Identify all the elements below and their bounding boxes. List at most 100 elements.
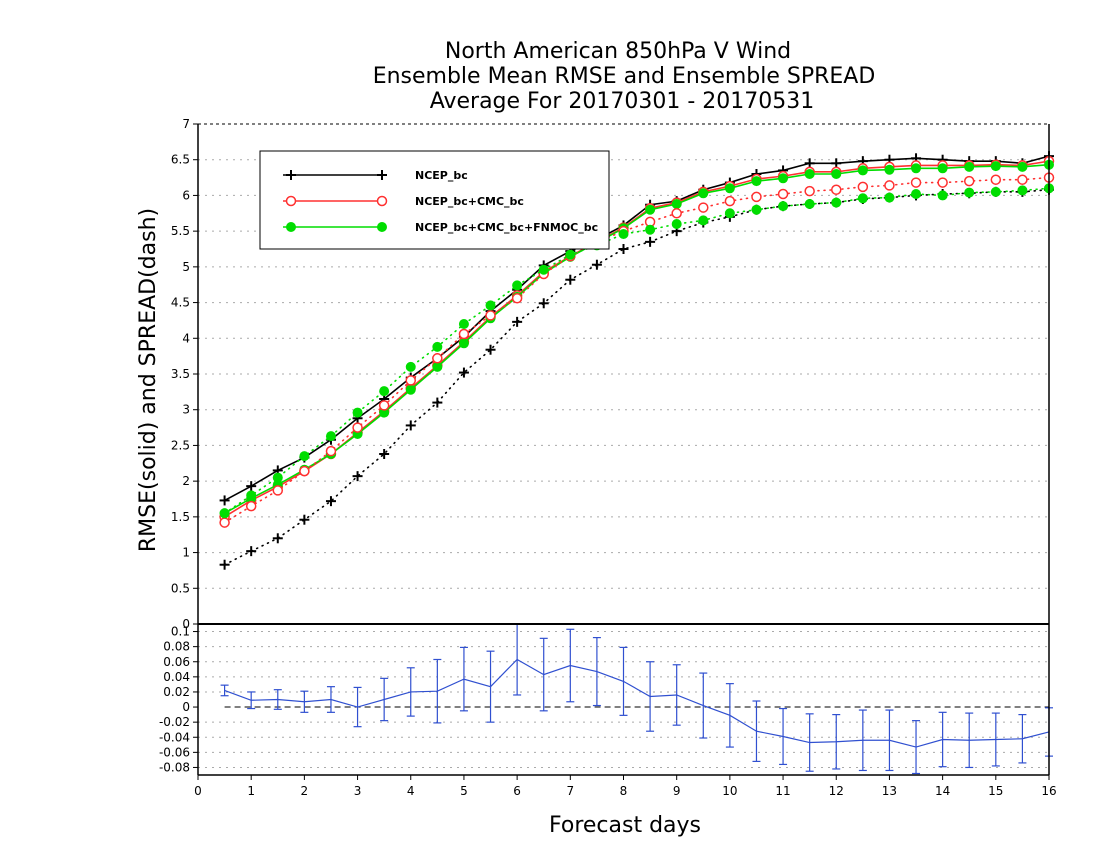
marker-plus — [246, 546, 257, 557]
x-tick-label: 9 — [673, 784, 681, 798]
marker-open-circle — [378, 400, 390, 411]
marker-filled-circle — [990, 186, 1001, 197]
marker-open-circle — [272, 485, 284, 496]
marker-filled-circle — [219, 508, 230, 519]
marker-filled-circle — [485, 300, 496, 311]
chart-title-group: North American 850hPa V Wind Ensemble Me… — [373, 39, 876, 114]
marker-filled-circle — [645, 224, 656, 235]
marker-plus — [565, 274, 576, 285]
x-tick-label: 16 — [1041, 784, 1056, 798]
diff-y-tick-label: 0.06 — [163, 655, 190, 669]
marker-open-circle — [990, 174, 1002, 185]
marker-filled-circle — [565, 249, 576, 260]
series-spread-4 — [219, 172, 1055, 528]
marker-open-circle — [671, 208, 682, 219]
marker-plus — [286, 170, 296, 180]
marker-filled-circle — [884, 192, 895, 203]
legend-label: NCEP_bc — [415, 169, 468, 182]
marker-filled-circle — [432, 341, 443, 352]
diff-y-tick-label: -0.04 — [159, 730, 190, 744]
diff-y-tick-label: -0.08 — [159, 760, 190, 774]
x-tick-label: 4 — [407, 784, 415, 798]
tick-labels: 00.511.522.533.544.555.566.57-0.08-0.06-… — [159, 117, 1057, 798]
y-tick-label: 6.5 — [171, 153, 190, 167]
x-tick-label: 11 — [775, 784, 790, 798]
x-tick-label: 6 — [513, 784, 521, 798]
marker-filled-circle — [671, 219, 682, 229]
marker-filled-circle — [884, 164, 895, 175]
marker-open-circle — [376, 195, 388, 207]
marker-open-circle — [432, 353, 443, 364]
y-tick-label: 0 — [182, 617, 190, 631]
marker-filled-circle — [724, 208, 735, 219]
chart-title-line-1: North American 850hPa V Wind — [445, 39, 791, 64]
marker-open-circle — [857, 181, 869, 193]
marker-filled-circle — [1017, 185, 1028, 196]
x-tick-label: 1 — [247, 784, 255, 798]
marker-open-circle — [299, 465, 310, 477]
marker-filled-circle — [778, 173, 789, 184]
marker-filled-circle — [246, 490, 257, 501]
diff-y-tick-label: -0.02 — [159, 715, 190, 729]
marker-filled-circle — [379, 407, 390, 418]
legend-box — [259, 150, 610, 250]
marker-filled-circle — [377, 222, 387, 232]
marker-open-circle — [910, 177, 922, 188]
marker-plus — [219, 559, 230, 570]
legend-label: NCEP_bc+CMC_bc+FNMOC_bc — [415, 221, 598, 234]
marker-plus — [246, 481, 257, 492]
marker-open-circle — [698, 202, 709, 213]
marker-plus — [645, 236, 656, 247]
series-spread-5 — [219, 183, 1054, 519]
marker-plus — [591, 259, 602, 270]
legend-label: NCEP_bc+CMC_bc — [415, 195, 524, 208]
y-tick-label: 4.5 — [171, 296, 190, 310]
marker-filled-circle — [990, 161, 1001, 172]
y-tick-label: 7 — [182, 117, 190, 131]
marker-open-circle — [724, 195, 736, 207]
marker-filled-circle — [804, 199, 815, 209]
marker-plus — [377, 170, 387, 180]
y-tick-label: 5.5 — [171, 224, 190, 238]
marker-filled-circle — [299, 451, 310, 462]
diff-y-tick-label: 0 — [182, 700, 190, 714]
marker-open-circle — [485, 310, 496, 321]
marker-filled-circle — [618, 229, 629, 239]
marker-open-circle — [884, 180, 895, 191]
marker-open-circle — [245, 500, 257, 512]
marker-plus — [485, 344, 496, 355]
marker-filled-circle — [286, 222, 296, 232]
x-axis-label: Forecast days — [549, 813, 701, 838]
marker-filled-circle — [458, 319, 469, 329]
marker-filled-circle — [538, 264, 549, 275]
marker-plus — [272, 533, 283, 544]
diff-y-tick-label: 0.02 — [163, 685, 190, 699]
y-tick-label: 3 — [182, 403, 190, 417]
series-layer — [219, 151, 1055, 570]
marker-plus — [379, 449, 390, 459]
x-tick-label: 8 — [620, 784, 628, 798]
y-axis-label: RMSE(solid) and SPREAD(dash) — [136, 208, 161, 552]
marker-filled-circle — [857, 193, 868, 204]
x-tick-label: 5 — [460, 784, 468, 798]
marker-plus — [325, 496, 336, 507]
diff-y-tick-label: 0.04 — [163, 670, 190, 684]
marker-plus — [352, 471, 363, 482]
y-tick-label: 4 — [182, 331, 190, 345]
y-tick-label: 3.5 — [171, 367, 190, 381]
marker-open-circle — [285, 195, 297, 207]
marker-filled-circle — [751, 204, 762, 215]
marker-open-circle — [219, 517, 230, 528]
marker-filled-circle — [857, 165, 868, 176]
x-tick-label: 7 — [566, 784, 574, 798]
diff-y-tick-label: -0.06 — [159, 745, 190, 759]
y-tick-label: 1 — [182, 546, 190, 560]
y-tick-label: 2.5 — [171, 438, 190, 452]
marker-open-circle — [963, 175, 975, 187]
marker-filled-circle — [645, 204, 656, 215]
marker-filled-circle — [831, 197, 842, 208]
marker-filled-circle — [911, 189, 922, 199]
marker-filled-circle — [724, 183, 735, 194]
marker-open-circle — [458, 328, 470, 340]
